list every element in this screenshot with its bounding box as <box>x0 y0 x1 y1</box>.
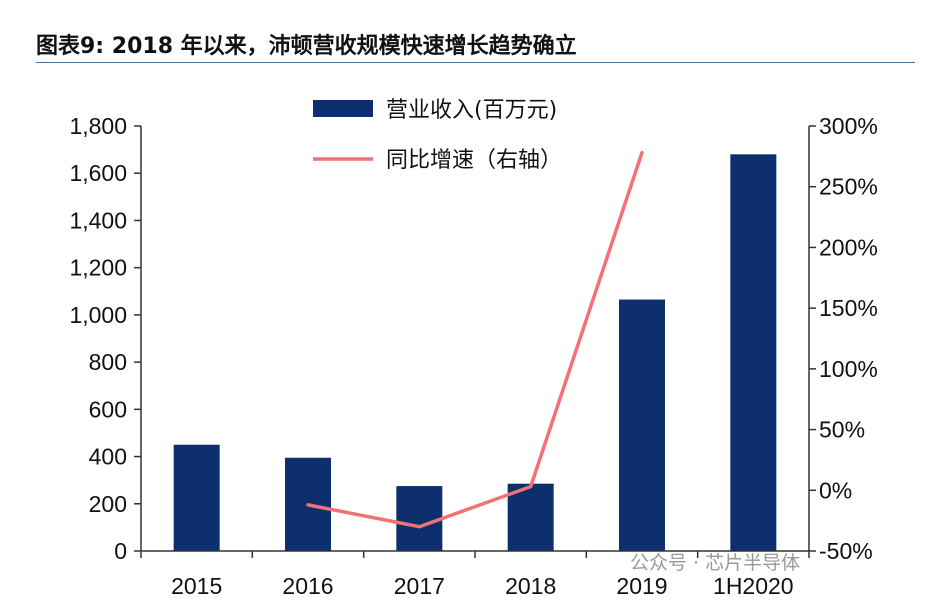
bar-series <box>173 154 777 552</box>
legend-label-revenue: 营业收入(百万元) <box>386 98 557 123</box>
y-left-tick-label: 1,800 <box>69 113 127 139</box>
chart-title: 图表9: 2018 年以来，沛顿营收规模快速增长趋势确立 <box>36 34 577 59</box>
x-tick-label-2017: 2017 <box>394 573 445 599</box>
y-right-tick-label: -50% <box>819 538 873 564</box>
bar-2015 <box>173 444 220 551</box>
y-left-tick-label: 400 <box>89 444 127 470</box>
x-tick-label-2018: 2018 <box>505 573 556 599</box>
y-left-tick-label: 1,200 <box>69 255 127 281</box>
y-right-tick-label: 50% <box>819 417 865 443</box>
y-right-tick-label: 250% <box>819 174 878 200</box>
x-tick-label-2019: 2019 <box>616 573 667 599</box>
axes: 0 200 400 600 800 1,000 1,200 1,400 1,600 1,800 -5… <box>69 113 877 599</box>
y-left-tick-label: 1,400 <box>69 207 127 233</box>
legend-label-growth: 同比增速（右轴） <box>386 148 562 173</box>
line-series <box>306 150 644 529</box>
y-right-tick-label: 200% <box>819 234 878 260</box>
growth-point <box>417 525 421 529</box>
y-right-tick-label: 100% <box>819 356 878 382</box>
legend-swatch-revenue <box>313 100 373 117</box>
title-divider <box>36 62 915 63</box>
growth-line <box>306 150 644 529</box>
x-tick-label-2016: 2016 <box>282 573 333 599</box>
bar-2017 <box>396 486 443 551</box>
growth-point <box>306 503 310 507</box>
x-tick-label-1H2020: 1H2020 <box>713 573 794 599</box>
y-left-tick-label: 800 <box>89 349 127 375</box>
watermark: 公众号 · 芯片半导体 <box>630 552 801 574</box>
y-left-tick-label: 0 <box>114 538 127 564</box>
y-right-tick-label: 300% <box>819 113 878 139</box>
title-bar: 图表9: 2018 年以来，沛顿营收规模快速增长趋势确立 <box>22 28 915 63</box>
y-left-tick-label: 600 <box>89 396 127 422</box>
bar-1H2020 <box>730 154 777 552</box>
y-left-tick-label: 200 <box>89 491 127 517</box>
growth-point <box>529 485 533 489</box>
y-right-tick-label: 0% <box>819 477 852 503</box>
bar-2018 <box>507 483 554 551</box>
y-left-tick-label: 1,600 <box>69 160 127 186</box>
legend: 营业收入(百万元) 同比增速（右轴） <box>313 98 562 173</box>
y-right-tick-label: 150% <box>819 295 878 321</box>
y-left-tick-label: 1,000 <box>69 302 127 328</box>
growth-point <box>640 151 644 155</box>
x-tick-label-2015: 2015 <box>171 573 222 599</box>
bar-2019 <box>619 299 665 551</box>
